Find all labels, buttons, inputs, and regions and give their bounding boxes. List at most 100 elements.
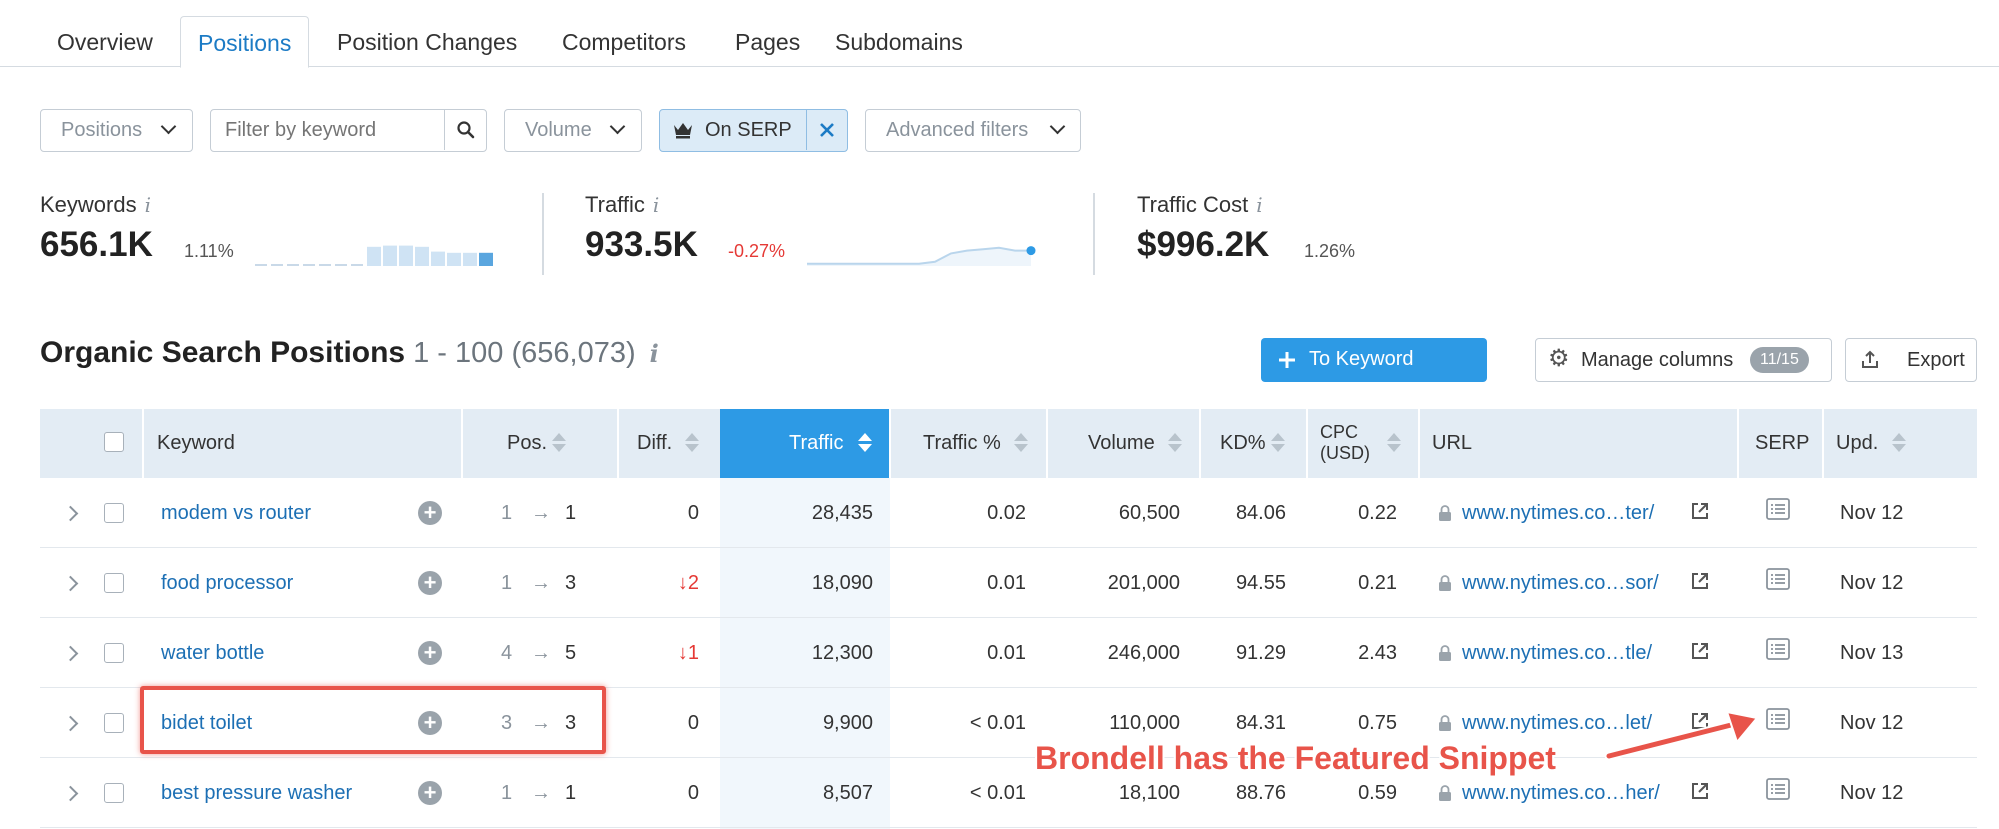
pos-current: 3: [565, 712, 577, 734]
serp-snapshot-icon[interactable]: [1766, 638, 1790, 660]
volume-filter-dropdown[interactable]: Volume: [504, 109, 642, 152]
keyword-link[interactable]: food processor: [161, 572, 294, 594]
info-icon[interactable]: i: [1256, 193, 1263, 217]
column-cpc[interactable]: CPC (USD): [1320, 422, 1370, 464]
url-link[interactable]: www.nytimes.co…sor/: [1462, 572, 1659, 594]
lock-icon: [1439, 645, 1451, 661]
url-link[interactable]: www.nytimes.co…her/: [1462, 782, 1660, 804]
traffic-pct-value: 0.01: [987, 642, 1026, 664]
advanced-filters-dropdown[interactable]: Advanced filters: [865, 109, 1081, 152]
tab-positions[interactable]: Positions: [180, 16, 310, 68]
tab-pages[interactable]: Pages: [735, 29, 801, 55]
keyword-link[interactable]: modem vs router: [161, 502, 312, 524]
tab-position-changes[interactable]: Position Changes: [337, 29, 518, 55]
positions-filter-dropdown[interactable]: Positions: [40, 109, 193, 152]
external-link-icon[interactable]: [1690, 501, 1710, 521]
close-icon: [820, 123, 834, 137]
arrow-right-icon: →: [531, 572, 551, 594]
row-checkbox[interactable]: [104, 713, 124, 733]
row-checkbox[interactable]: [104, 503, 124, 523]
add-keyword-icon[interactable]: +: [418, 571, 442, 595]
table-row: bidet toilet +3 → 3 0 9,900 < 0.01 110,000 84.31…: [40, 688, 1977, 758]
sort-icon[interactable]: [685, 431, 699, 455]
export-button[interactable]: Export: [1845, 338, 1977, 382]
serp-snapshot-icon[interactable]: [1766, 778, 1790, 800]
trend-bar: [399, 245, 413, 266]
column-diff[interactable]: Diff.: [637, 432, 673, 454]
serp-snapshot-icon[interactable]: [1766, 498, 1790, 520]
sort-icon[interactable]: [1387, 431, 1401, 455]
trend-bar: [303, 264, 315, 266]
kd-value: 84.06: [1235, 502, 1286, 524]
external-link-icon[interactable]: [1690, 711, 1710, 731]
external-link-icon[interactable]: [1690, 641, 1710, 661]
keyword-link[interactable]: water bottle: [161, 642, 265, 664]
column-divider: [889, 409, 891, 478]
keywords-metric-delta: 1.11%: [184, 241, 234, 261]
info-icon[interactable]: i: [652, 193, 660, 217]
column-upd[interactable]: Upd.: [1836, 432, 1879, 454]
sort-icon[interactable]: [552, 431, 566, 455]
select-all-checkbox[interactable]: [104, 432, 124, 452]
traffic-value: 18,090: [811, 572, 873, 594]
tab-bar: Overview Positions Position Changes Comp…: [0, 0, 1999, 68]
tab-competitors[interactable]: Competitors: [562, 29, 686, 55]
expand-row-icon[interactable]: [62, 645, 79, 662]
metric-divider: [1093, 193, 1095, 275]
info-icon[interactable]: i: [649, 339, 659, 368]
row-checkbox[interactable]: [104, 783, 124, 803]
add-keyword-icon[interactable]: +: [418, 641, 442, 665]
to-keyword-manager-label: To Keyword Manager: [1309, 348, 1414, 412]
expand-row-icon[interactable]: [62, 575, 79, 592]
add-keyword-icon[interactable]: +: [418, 781, 442, 805]
serp-snapshot-icon[interactable]: [1766, 568, 1790, 590]
row-checkbox[interactable]: [104, 643, 124, 663]
columns-count-badge: 11/15: [1750, 347, 1809, 373]
keyword-link[interactable]: bidet toilet: [161, 712, 253, 734]
url-link[interactable]: www.nytimes.co…tle/: [1462, 642, 1653, 664]
external-link-icon[interactable]: [1690, 781, 1710, 801]
sort-icon[interactable]: [1271, 431, 1285, 455]
to-keyword-manager-button[interactable]: To Keyword Manager: [1261, 338, 1487, 412]
serp-snapshot-icon[interactable]: [1766, 708, 1790, 730]
updated-date: Nov 12: [1840, 712, 1904, 734]
expand-row-icon[interactable]: [62, 505, 79, 522]
keyword-link[interactable]: best pressure washer: [161, 782, 353, 804]
expand-row-icon[interactable]: [62, 715, 79, 732]
remove-serp-filter-button[interactable]: [806, 110, 847, 150]
add-keyword-icon[interactable]: +: [418, 501, 442, 525]
column-kd[interactable]: KD%: [1220, 432, 1266, 454]
external-link-icon[interactable]: [1690, 571, 1710, 591]
keyword-filter-input[interactable]: [211, 110, 443, 150]
manage-columns-button[interactable]: ⚙ Manage columns 11/15: [1535, 338, 1832, 382]
tab-overview[interactable]: Overview: [57, 29, 153, 55]
sort-icon[interactable]: [1892, 431, 1906, 455]
column-traffic-active[interactable]: Traffic: [720, 409, 890, 478]
trend-bar: [431, 251, 445, 266]
arrow-right-icon: →: [531, 502, 551, 524]
on-serp-filter-label[interactable]: On SERP: [705, 119, 792, 141]
pos-previous: 4: [501, 642, 513, 664]
expand-row-icon[interactable]: [62, 785, 79, 802]
diff-value: ↓1: [677, 642, 699, 664]
column-volume[interactable]: Volume: [1088, 432, 1155, 454]
column-divider: [461, 409, 463, 478]
keywords-metric-value: 656.1K: [40, 225, 153, 264]
sort-icon[interactable]: [1168, 431, 1182, 455]
add-keyword-icon[interactable]: +: [418, 711, 442, 735]
column-traffic-pct[interactable]: Traffic %: [923, 432, 1001, 454]
cpc-value: 0.75: [1358, 712, 1397, 734]
info-icon[interactable]: i: [144, 193, 151, 217]
row-checkbox[interactable]: [104, 573, 124, 593]
pos-current: 3: [565, 572, 577, 594]
keyword-search-button[interactable]: [444, 110, 486, 150]
url-link[interactable]: www.nytimes.co…ter/: [1462, 502, 1655, 524]
tab-subdomains[interactable]: Subdomains: [835, 29, 963, 55]
sort-icon[interactable]: [1014, 431, 1028, 455]
annotation-text: Brondell has the Featured Snippet: [1035, 740, 1556, 776]
url-link[interactable]: www.nytimes.co…let/: [1462, 712, 1653, 734]
column-keyword[interactable]: Keyword: [157, 432, 235, 454]
result-range: 1 - 100 (656,073): [413, 337, 636, 369]
column-pos[interactable]: Pos.: [507, 432, 548, 454]
